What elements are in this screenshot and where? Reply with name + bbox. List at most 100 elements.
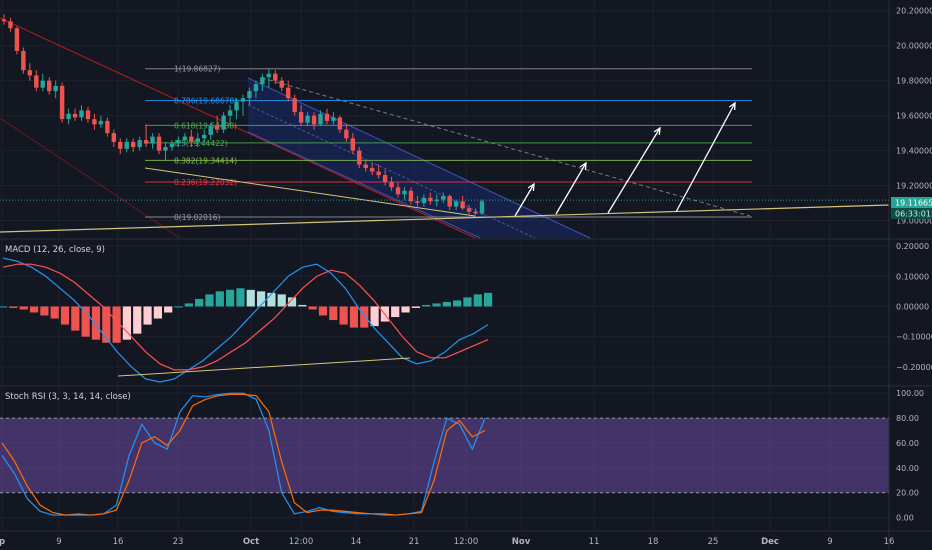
fib-level-label: 0.618(19.54438) — [174, 121, 237, 130]
projection-arrow — [607, 127, 661, 214]
candle-body — [176, 140, 181, 144]
fib-level-label: 0.382(19.34414) — [174, 156, 237, 165]
candle-body — [240, 98, 246, 102]
candle-body — [453, 201, 459, 207]
projection-arrow-head — [527, 182, 535, 192]
candle-body — [214, 126, 220, 130]
macd-histogram-bar — [164, 306, 173, 313]
candle-body — [318, 113, 323, 125]
candle-body — [21, 50, 26, 71]
main-channel-mid-line — [0, 117, 181, 239]
candle-body — [182, 136, 188, 141]
candle-body — [234, 101, 239, 111]
candle-body — [208, 126, 213, 135]
macd-legend-title[interactable]: MACD (12, 26, close, 9) — [5, 245, 105, 255]
macd-histogram-bar — [236, 288, 245, 307]
macd-histogram-bar — [184, 303, 193, 307]
stoch-rsi-panel[interactable] — [0, 392, 889, 516]
regression-channel-lower — [247, 131, 481, 239]
price-axis-label: 19.20000 — [896, 182, 932, 191]
candle-body — [337, 117, 343, 130]
candle-body — [479, 201, 485, 214]
candle-body — [47, 80, 52, 92]
candle-body — [273, 73, 278, 81]
macd-series-line — [2, 257, 489, 383]
macd-histogram-bar — [463, 297, 472, 307]
price-panel[interactable]: 1(19.86827) 0.786(19.68678) 0.618(19.54438… — [0, 14, 890, 239]
macd-histogram-bar — [349, 306, 359, 328]
macd-histogram-bar — [370, 306, 379, 327]
candle-body — [466, 208, 472, 212]
candle-body — [260, 77, 265, 85]
candle-body — [59, 85, 65, 120]
candle-body — [253, 84, 259, 92]
stoch-series-line — [1, 393, 486, 516]
candle-body — [415, 201, 420, 204]
regression-channel-median — [247, 104, 536, 239]
macd-histogram-bar — [91, 306, 101, 340]
candle-body — [279, 80, 284, 88]
macd-histogram-bar — [71, 306, 80, 331]
candle-body — [156, 136, 162, 151]
fib-level-label: 0.236(19.22032) — [174, 178, 237, 187]
macd-histogram-bar — [215, 291, 224, 307]
candle-body — [143, 140, 149, 144]
time-axis-label: 16 — [113, 537, 124, 547]
projection-arrow — [675, 102, 736, 213]
fib-level-label: 0(19.02016) — [174, 213, 220, 222]
candle-body — [79, 110, 84, 118]
macd-histogram-bar — [308, 306, 317, 310]
macd-histogram-bar — [329, 306, 338, 321]
candle-body — [395, 187, 401, 195]
candle-body — [473, 211, 478, 214]
macd-histogram-bar — [9, 306, 18, 308]
projection-arrow — [555, 162, 587, 215]
candle-body — [311, 115, 317, 125]
time-axis-label: 23 — [173, 537, 184, 547]
time-axis-label: Oct — [243, 537, 259, 547]
support-trendline — [0, 204, 890, 233]
axis-layer: p 9 16 23 Oct 12:00 14 21 12:00 Nov 11 18 25 Dec 9 16 20… — [0, 7, 932, 547]
candle-body — [1, 19, 7, 22]
fib-level-label: 0.786(19.68678) — [174, 96, 237, 105]
candle-body — [72, 113, 78, 118]
macd-axis-label: 0.20000 — [896, 242, 929, 251]
lower-trendline — [144, 167, 476, 217]
macd-histogram-bar — [102, 306, 111, 343]
candle-body — [389, 182, 394, 188]
macd-histogram-bar — [19, 306, 28, 310]
candle-body — [292, 98, 297, 113]
candle-body — [189, 136, 194, 142]
macd-histogram-bar — [401, 306, 410, 313]
candle-body — [221, 115, 226, 130]
macd-histogram-bar — [473, 294, 482, 307]
time-axis-label: 14 — [351, 537, 362, 547]
time-axis-label: 25 — [708, 537, 719, 547]
time-axis-label: 18 — [648, 537, 659, 547]
projection-arrow — [514, 183, 535, 217]
macd-histogram-bar — [29, 306, 39, 313]
fib-level-label: 0.5(19.44422) — [174, 139, 228, 148]
macd-histogram-bar — [484, 292, 493, 307]
macd-histogram-bar — [318, 306, 328, 316]
candle-body — [447, 196, 452, 207]
macd-series-line — [2, 263, 489, 371]
price-axis-label: 20.20000 — [896, 7, 932, 16]
macd-histogram-bar — [442, 301, 451, 307]
time-axis-label: 21 — [409, 537, 420, 547]
candle-body — [286, 87, 291, 99]
time-axis-label: 11 — [589, 537, 600, 547]
macd-axis-label: −0.10000 — [896, 333, 932, 342]
macd-panel[interactable] — [0, 257, 493, 383]
projection-dashed-line — [261, 77, 751, 217]
macd-histogram-bar — [267, 292, 276, 307]
macd-axis-label: 0.00000 — [896, 302, 929, 311]
macd-histogram-bar — [360, 306, 369, 328]
regression-channel-upper — [247, 77, 591, 239]
projection-arrow-head — [728, 101, 736, 111]
candle-body — [124, 141, 129, 149]
stoch-rsi-legend-title[interactable]: Stoch RSI (3, 3, 14, 14, close) — [5, 392, 131, 402]
macd-histogram-bar — [0, 306, 8, 308]
candle-body — [202, 134, 207, 139]
